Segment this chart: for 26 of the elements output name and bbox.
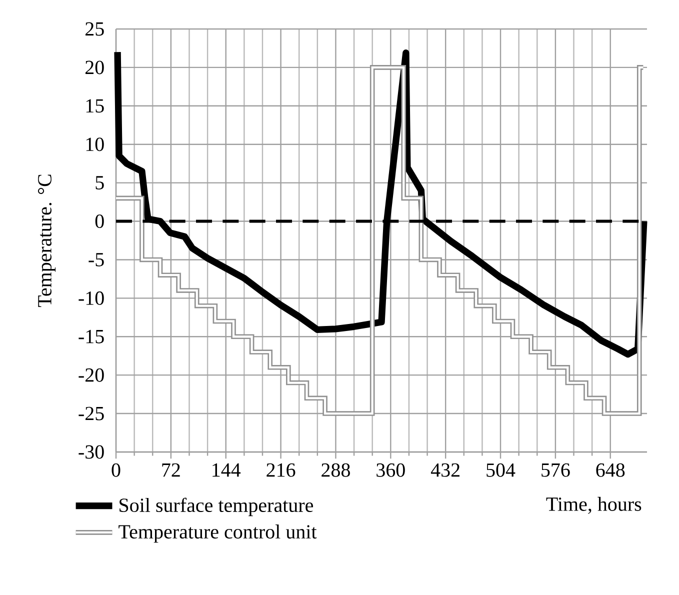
y-tick-label: 20 [86, 60, 104, 74]
y-tick-label: -25 [78, 406, 104, 420]
x-tick-label: 648 [596, 463, 625, 477]
y-tick-label: 5 [96, 176, 104, 190]
x-tick-label: 432 [430, 463, 460, 477]
y-tick-label: 15 [86, 99, 104, 113]
y-tick-label: -30 [78, 445, 104, 459]
x-axis-title: Time, hours [546, 496, 642, 514]
legend-label: Soil surface temperature [120, 498, 314, 516]
y-tick-label: -20 [78, 368, 104, 382]
y-tick-label: 25 [86, 22, 104, 36]
y-tick-label: -15 [78, 330, 104, 344]
x-tick-label: 360 [376, 463, 405, 477]
y-axis-title: Temperature. °C [38, 174, 56, 308]
y-tick-label: 10 [86, 138, 104, 152]
y-tick-label: -10 [78, 291, 104, 305]
x-tick-label: 0 [112, 463, 120, 477]
y-tick-label: -5 [88, 253, 104, 266]
x-tick-label: 72 [162, 463, 180, 477]
x-tick-label: 216 [266, 463, 296, 477]
y-tick-label: 0 [95, 214, 104, 228]
x-tick-label: 144 [212, 463, 241, 477]
x-tick-label: 576 [542, 463, 570, 477]
x-tick-label: 504 [486, 463, 516, 477]
legend-label: Temperature control unit [118, 524, 317, 543]
x-tick-label: 288 [322, 463, 350, 477]
